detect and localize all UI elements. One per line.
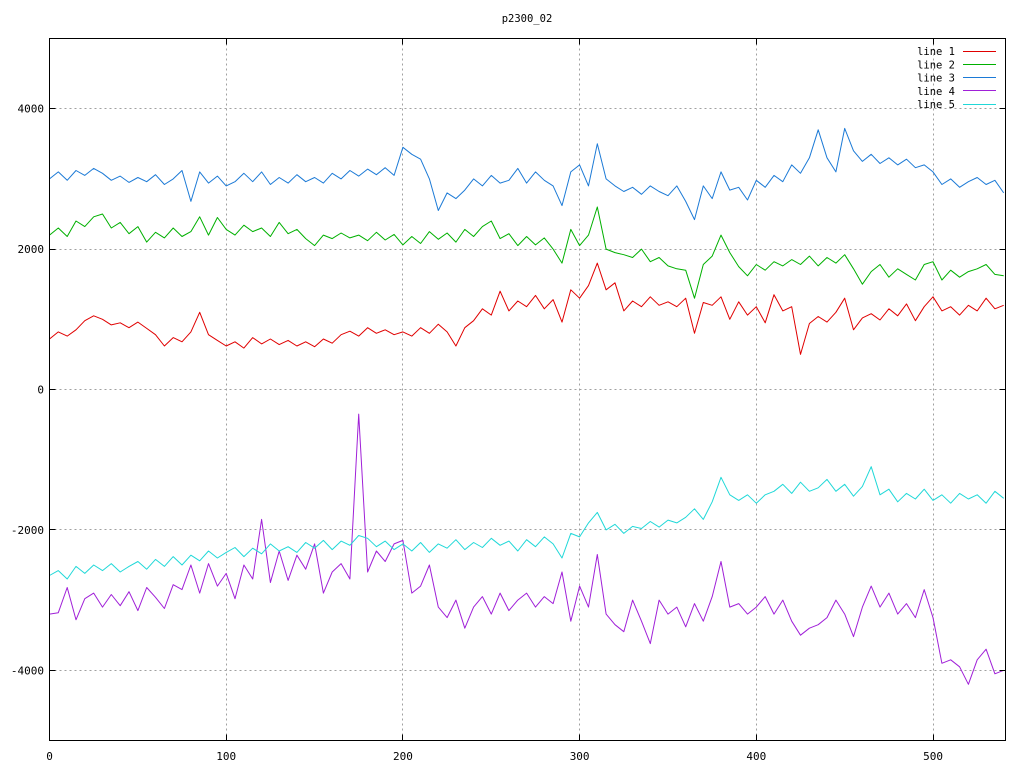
chart-title: p2300_02 [502, 13, 553, 25]
y-tick-label: -2000 [11, 524, 44, 537]
y-tick-label: 2000 [18, 243, 45, 256]
tick-marks [49, 38, 1006, 741]
y-tick-label: -4000 [11, 664, 44, 677]
series-line-3 [49, 127, 1005, 221]
x-tick-label: 0 [46, 750, 53, 763]
legend-label-2: line 2 [917, 59, 955, 71]
x-tick-label: 200 [393, 750, 413, 763]
x-tick-label: 400 [746, 750, 766, 763]
tick-labels: 0 100 200 300 400 500 -4000 -2000 0 2000 4000 [11, 103, 943, 763]
legend-label-5: line 5 [917, 99, 955, 111]
series-line-4 [49, 413, 1004, 685]
legend-label-4: line 4 [917, 86, 955, 98]
y-tick-label: 0 [37, 384, 44, 397]
legend-item-5: line 5 [917, 99, 996, 111]
series-line-5 [49, 466, 1005, 580]
y-tick-label: 4000 [18, 103, 45, 116]
series-line-2 [49, 206, 1004, 299]
series-group [49, 127, 1005, 685]
x-tick-label: 500 [923, 750, 943, 763]
grid [49, 38, 1006, 741]
legend-item-4: line 4 [917, 86, 996, 98]
legend-label-1: line 1 [917, 46, 955, 58]
legend-item-1: line 1 [917, 46, 996, 58]
series-line-1 [49, 262, 1004, 355]
x-tick-label: 100 [216, 750, 236, 763]
legend-item-3: line 3 [917, 73, 996, 85]
x-tick-label: 300 [570, 750, 590, 763]
legend-item-2: line 2 [917, 59, 996, 71]
legend-label-3: line 3 [917, 73, 955, 85]
